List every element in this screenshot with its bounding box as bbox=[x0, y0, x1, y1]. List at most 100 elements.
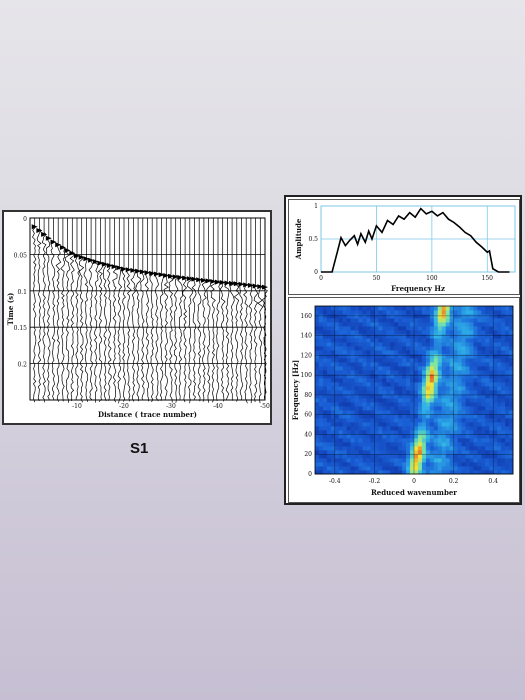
first-break-pick bbox=[177, 274, 184, 280]
heatmap-cell bbox=[445, 382, 451, 387]
y-tick-label: 0.1 bbox=[17, 289, 27, 296]
heatmap-cell bbox=[326, 466, 332, 471]
heatmap-cell bbox=[485, 342, 490, 347]
heatmap-cell bbox=[346, 322, 352, 327]
heatmap-cell bbox=[457, 438, 462, 443]
heatmap-cell bbox=[366, 406, 371, 411]
heatmap-cell bbox=[382, 334, 387, 339]
heatmap-cell bbox=[386, 374, 391, 379]
heatmap-cell bbox=[326, 310, 332, 315]
heatmap-cell bbox=[485, 414, 490, 419]
heatmap-cell bbox=[509, 390, 514, 395]
heatmap-cell bbox=[406, 358, 411, 363]
heatmap-cell bbox=[378, 326, 383, 331]
heatmap-cell bbox=[350, 430, 355, 435]
heatmap-cell bbox=[330, 450, 336, 455]
heatmap-cell bbox=[390, 386, 395, 391]
heatmap-cell bbox=[398, 338, 403, 343]
heatmap-cell bbox=[370, 310, 375, 315]
heatmap-cell bbox=[390, 454, 395, 459]
heatmap-cell bbox=[429, 394, 435, 399]
heatmap-cell bbox=[342, 334, 348, 339]
heatmap-cell bbox=[461, 306, 466, 311]
heatmap-cell bbox=[493, 414, 498, 419]
heatmap-cell bbox=[386, 346, 391, 351]
heatmap-cell bbox=[485, 394, 490, 399]
heatmap-cell bbox=[509, 310, 514, 315]
heatmap-cell bbox=[461, 462, 466, 467]
heatmap-cell bbox=[445, 342, 451, 347]
heatmap-cell bbox=[417, 430, 423, 435]
heatmap-cell bbox=[406, 418, 411, 423]
heatmap-cell bbox=[505, 322, 510, 327]
heatmap-cell bbox=[382, 394, 387, 399]
heatmap-cell bbox=[481, 386, 486, 391]
heatmap-cell bbox=[366, 442, 371, 447]
heatmap-cell bbox=[330, 386, 336, 391]
heatmap-cell bbox=[350, 426, 355, 431]
heatmap-cell bbox=[346, 358, 352, 363]
heatmap-cell bbox=[453, 458, 458, 463]
y-axis-label: Time (s) bbox=[6, 293, 15, 326]
heatmap-cell bbox=[386, 438, 391, 443]
heatmap-cell bbox=[465, 410, 470, 415]
heatmap-cell bbox=[370, 366, 375, 371]
heatmap-cell bbox=[382, 350, 387, 355]
heatmap-cell bbox=[469, 410, 474, 415]
heatmap-cell bbox=[473, 442, 478, 447]
heatmap-cell bbox=[505, 462, 510, 467]
heatmap-cell bbox=[477, 462, 482, 467]
heatmap-cell bbox=[465, 326, 470, 331]
heatmap-cell bbox=[489, 394, 494, 399]
heatmap-cell bbox=[429, 334, 435, 339]
heatmap-cell bbox=[342, 374, 348, 379]
heatmap-cell bbox=[501, 390, 506, 395]
seismic-trace bbox=[201, 218, 207, 402]
first-break-pick bbox=[219, 280, 226, 286]
heatmap-cell bbox=[505, 418, 510, 423]
heatmap-cell bbox=[334, 434, 340, 439]
heatmap-cell bbox=[469, 310, 474, 315]
heatmap-cell bbox=[437, 338, 443, 343]
heatmap-cell bbox=[354, 470, 359, 475]
heatmap-cell bbox=[493, 406, 498, 411]
heatmap-cell bbox=[326, 406, 332, 411]
heatmap-cell bbox=[394, 378, 399, 383]
heatmap-cell bbox=[449, 346, 454, 351]
heatmap-cell bbox=[441, 446, 447, 451]
heatmap-cell bbox=[477, 378, 482, 383]
heatmap-cell bbox=[489, 434, 494, 439]
heatmap-cell bbox=[453, 450, 458, 455]
heatmap-cell bbox=[461, 390, 466, 395]
heatmap-cell bbox=[338, 458, 344, 463]
heatmap-cell bbox=[410, 310, 415, 315]
heatmap-cell bbox=[394, 442, 399, 447]
seismic-traces bbox=[32, 218, 268, 404]
heatmap-cell bbox=[394, 418, 399, 423]
heatmap-cell bbox=[497, 378, 502, 383]
heatmap-cell bbox=[315, 330, 320, 335]
heatmap-cell bbox=[481, 314, 486, 319]
heatmap-cell bbox=[449, 342, 454, 347]
heatmap-cell bbox=[362, 438, 367, 443]
heatmap-cell bbox=[366, 394, 371, 399]
x-axis-label: Reduced wavenumber bbox=[371, 488, 457, 497]
heatmap-cell bbox=[386, 410, 391, 415]
heatmap-cell bbox=[354, 330, 359, 335]
heatmap-cell bbox=[465, 350, 470, 355]
heatmap-cell bbox=[338, 390, 344, 395]
heatmap-cell bbox=[505, 306, 510, 311]
heatmap-cell bbox=[334, 354, 340, 359]
heatmap-cell bbox=[453, 470, 458, 475]
heatmap-cell bbox=[489, 454, 494, 459]
heatmap-cell bbox=[489, 346, 494, 351]
heatmap-cell bbox=[453, 386, 458, 391]
heatmap-cell bbox=[362, 358, 367, 363]
heatmap-cell bbox=[374, 314, 379, 319]
first-break-pick bbox=[111, 264, 118, 270]
heatmap-cell bbox=[445, 322, 451, 327]
heatmap-cell bbox=[315, 362, 320, 367]
heatmap-cell bbox=[477, 310, 482, 315]
heatmap-cell bbox=[378, 438, 383, 443]
heatmap-cell bbox=[414, 354, 419, 359]
